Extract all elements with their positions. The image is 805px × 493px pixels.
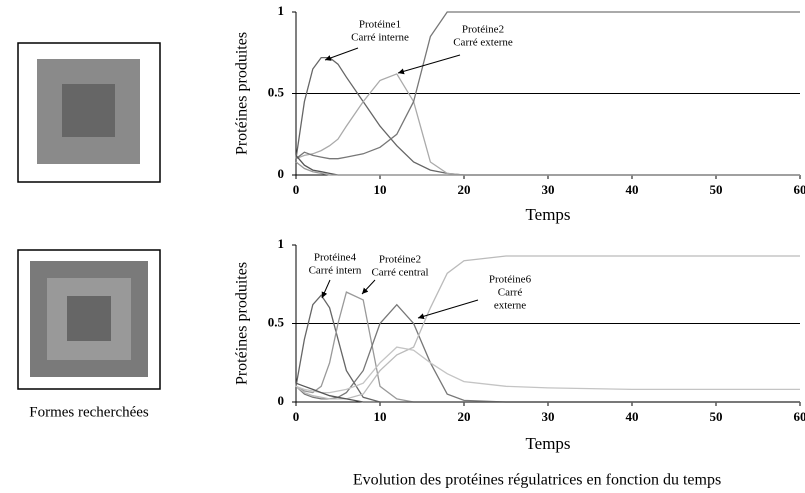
x-tick-label: 10 — [374, 409, 387, 424]
series-line — [295, 154, 800, 176]
x-tick-label: 0 — [293, 182, 300, 197]
x-tick-label: 20 — [458, 409, 471, 424]
series-line — [295, 382, 800, 403]
y-tick-label: 1 — [278, 3, 285, 18]
annotation: externe — [494, 300, 526, 312]
y-tick-label: 0 — [278, 166, 285, 181]
annotation: Carré intern — [309, 265, 362, 277]
x-tick-label: 0 — [293, 409, 300, 424]
annotation: Carré externe — [453, 37, 513, 49]
caption: Evolution des protéines régulatrices en … — [353, 472, 721, 489]
x-tick-label: 30 — [542, 409, 555, 424]
x-tick-label: 20 — [458, 182, 471, 197]
shape-1 — [17, 42, 161, 183]
annotation-arrow — [321, 279, 331, 299]
series-line — [295, 161, 800, 176]
y-tick-label: 0 — [278, 393, 285, 408]
y-tick-label: 0.5 — [268, 84, 285, 99]
series-line — [295, 11, 800, 160]
y-tick-label: 0.5 — [268, 314, 285, 329]
series-line — [295, 255, 800, 400]
x-tick-label: 10 — [374, 182, 387, 197]
x-tick-label: 40 — [626, 409, 639, 424]
x-tick-label: 50 — [710, 182, 723, 197]
x-axis-label: Temps — [525, 205, 570, 224]
x-tick-label: 30 — [542, 182, 555, 197]
annotation-arrow — [361, 279, 376, 295]
annotation: Carré interne — [351, 32, 409, 44]
series-line — [295, 56, 800, 176]
annotation-arrow — [324, 47, 359, 61]
annotation: Protéine6 — [489, 274, 532, 286]
annotation-arrow — [417, 299, 479, 320]
series-line — [295, 73, 800, 176]
y-tick-label: 1 — [278, 236, 285, 251]
annotation: Carré central — [371, 267, 428, 279]
annotation: Protéine2 — [462, 24, 504, 36]
y-axis-label: Protéines produites — [234, 262, 251, 385]
x-tick-label: 50 — [710, 409, 723, 424]
annotation: Protéine4 — [314, 252, 357, 264]
annotation: Protéine2 — [379, 254, 421, 266]
x-tick-label: 60 — [794, 409, 805, 424]
y-axis-label: Protéines produites — [234, 32, 251, 155]
shape-2 — [17, 249, 161, 390]
x-tick-label: 60 — [794, 182, 805, 197]
left-label: Formes recherchées — [29, 404, 149, 420]
x-axis-label: Temps — [525, 434, 570, 453]
x-tick-label: 40 — [626, 182, 639, 197]
series-line — [295, 346, 800, 394]
annotation: Carré — [498, 287, 523, 299]
annotation-arrow — [397, 54, 461, 75]
annotation: Protéine1 — [359, 19, 401, 31]
